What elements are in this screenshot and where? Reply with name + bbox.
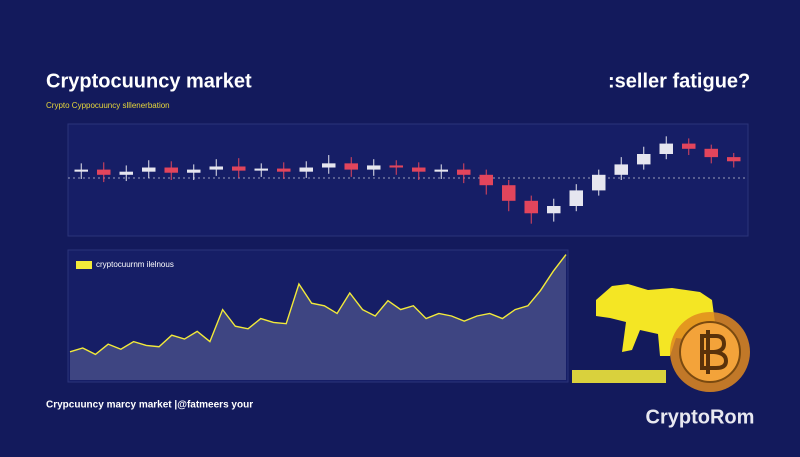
candle-body: [164, 167, 178, 173]
candle-body: [659, 143, 673, 154]
candle-body: [74, 169, 88, 172]
bear-illustration: [596, 284, 716, 358]
candle-body: [569, 190, 583, 206]
candle-body: [254, 168, 268, 171]
candle-body: [524, 200, 538, 214]
title: Cryptocuuncy market: [46, 70, 252, 92]
line-area: [70, 254, 566, 380]
candle-body: [187, 169, 201, 173]
bars-decor: [572, 370, 666, 383]
candle-body: [457, 169, 471, 175]
footer-text: Crypcuuncy marcy market |@fatmeers your: [46, 400, 253, 411]
candle-body: [592, 174, 606, 191]
candle-body: [119, 171, 133, 175]
candle-body: [412, 167, 426, 172]
candle-body: [232, 166, 246, 171]
line-series: [69, 254, 567, 356]
candle-body: [389, 165, 403, 168]
legend-swatch: [76, 261, 92, 269]
candle-body: [682, 143, 696, 149]
title-right: :seller fatigue?: [608, 70, 750, 92]
candle-body: [637, 154, 651, 165]
logo: CryptoRom: [646, 406, 755, 428]
candle-body: [209, 166, 223, 170]
bitcoin-icon: [670, 312, 750, 392]
candle-body: [367, 165, 381, 170]
lower-panel: [67, 249, 569, 383]
candle-body: [547, 206, 561, 214]
candle-body: [727, 157, 741, 162]
candle-body: [479, 174, 493, 186]
candle-body: [704, 148, 718, 158]
candle-body: [277, 168, 291, 172]
candle-body: [614, 164, 628, 175]
candle-body: [299, 167, 313, 172]
candle-body: [142, 167, 156, 172]
candle-body: [502, 185, 516, 201]
upper-panel: [67, 123, 749, 237]
legend-label: cryptocuurnm ilelnous: [96, 260, 174, 269]
candle-body: [344, 163, 358, 170]
candle-body: [97, 169, 111, 175]
candle-body: [434, 169, 448, 172]
candle-body: [322, 163, 336, 168]
subtitle: Crypto Cyppocuuncy slllenerbation: [46, 101, 170, 110]
